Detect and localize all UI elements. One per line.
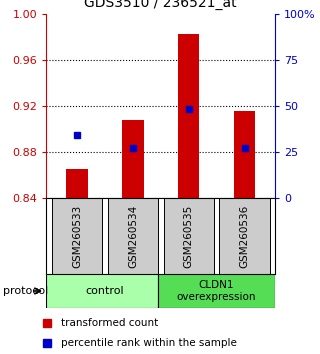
Text: GSM260536: GSM260536 bbox=[239, 205, 250, 268]
Text: transformed count: transformed count bbox=[61, 318, 158, 328]
Title: GDS3510 / 236521_at: GDS3510 / 236521_at bbox=[84, 0, 237, 10]
Bar bbox=[178, 34, 199, 198]
Bar bbox=[122, 120, 143, 198]
Bar bbox=[52, 198, 102, 274]
Text: protocol: protocol bbox=[3, 286, 48, 296]
Bar bbox=[46, 274, 158, 308]
Text: CLDN1
overexpression: CLDN1 overexpression bbox=[177, 280, 256, 302]
Text: GSM260534: GSM260534 bbox=[128, 205, 138, 268]
Bar bbox=[67, 170, 88, 198]
Text: control: control bbox=[86, 286, 124, 296]
Text: percentile rank within the sample: percentile rank within the sample bbox=[61, 338, 237, 348]
Text: GSM260535: GSM260535 bbox=[184, 205, 194, 268]
Bar bbox=[234, 111, 255, 198]
Text: GSM260533: GSM260533 bbox=[72, 205, 82, 268]
Bar bbox=[158, 274, 275, 308]
Bar bbox=[220, 198, 270, 274]
Bar bbox=[108, 198, 158, 274]
Bar bbox=[164, 198, 214, 274]
